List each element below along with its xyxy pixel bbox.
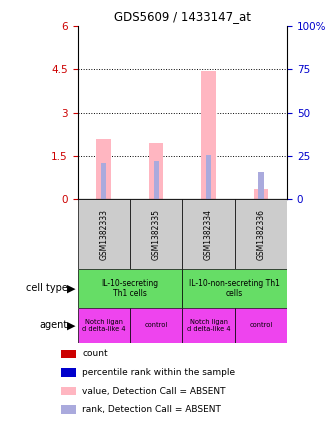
Text: rank, Detection Call = ABSENT: rank, Detection Call = ABSENT	[82, 405, 221, 414]
Text: count: count	[82, 349, 108, 359]
Text: IL-10-secreting
Th1 cells: IL-10-secreting Th1 cells	[101, 279, 158, 298]
Bar	[96, 139, 111, 199]
Bar	[61, 387, 76, 396]
Text: ▶: ▶	[67, 320, 76, 330]
Bar	[78, 199, 130, 269]
Bar	[153, 161, 159, 199]
Text: control: control	[145, 322, 168, 328]
Text: value, Detection Call = ABSENT: value, Detection Call = ABSENT	[82, 387, 225, 396]
Bar	[149, 143, 163, 199]
Text: ▶: ▶	[67, 283, 76, 294]
Text: agent: agent	[39, 320, 68, 330]
Bar	[235, 308, 287, 343]
Bar	[61, 349, 76, 358]
Bar	[182, 269, 287, 308]
Bar	[182, 199, 235, 269]
Bar	[101, 163, 106, 199]
Text: IL-10-non-secreting Th1
cells: IL-10-non-secreting Th1 cells	[189, 279, 280, 298]
Bar	[61, 405, 76, 414]
Bar	[130, 199, 182, 269]
Text: Notch ligan
d delta-like 4: Notch ligan d delta-like 4	[187, 319, 230, 332]
Bar	[78, 269, 182, 308]
Bar	[78, 308, 130, 343]
Text: GSM1382336: GSM1382336	[256, 209, 265, 260]
Bar	[182, 308, 235, 343]
Bar	[130, 308, 182, 343]
Text: GSM1382334: GSM1382334	[204, 209, 213, 260]
Text: control: control	[249, 322, 273, 328]
Text: GSM1382333: GSM1382333	[99, 209, 108, 260]
Bar	[258, 172, 264, 199]
Text: percentile rank within the sample: percentile rank within the sample	[82, 368, 235, 377]
Bar	[201, 71, 216, 199]
Title: GDS5609 / 1433147_at: GDS5609 / 1433147_at	[114, 10, 251, 23]
Bar	[235, 199, 287, 269]
Bar	[253, 189, 268, 199]
Text: Notch ligan
d delta-like 4: Notch ligan d delta-like 4	[82, 319, 125, 332]
Bar	[61, 368, 76, 377]
Text: cell type: cell type	[26, 283, 68, 294]
Bar	[206, 155, 211, 199]
Text: GSM1382335: GSM1382335	[151, 209, 161, 260]
